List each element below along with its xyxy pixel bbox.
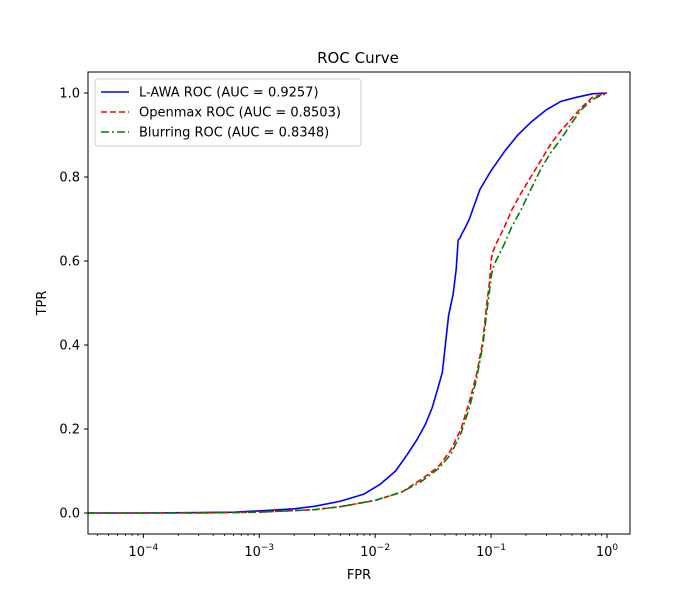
legend: L-AWA ROC (AUC = 0.9257) Openmax ROC (AUC… [94, 78, 362, 147]
x-axis-label: FPR [347, 568, 371, 583]
x-tick-label: 10−2 [360, 543, 390, 560]
legend-label-1: L-AWA ROC (AUC = 0.9257) [139, 86, 319, 101]
x-tick-label: 100 [596, 543, 619, 560]
y-tick-label: 1.0 [59, 87, 80, 102]
x-tick-label: 10−3 [244, 543, 274, 560]
y-axis-label: TPR [35, 291, 50, 317]
x-axis-ticks: 10−4 10−3 10−2 10−1 100 [96, 534, 619, 560]
y-tick-label: 0.2 [59, 423, 80, 438]
legend-label-2: Openmax ROC (AUC = 0.8503) [139, 106, 341, 121]
chart-title: ROC Curve [317, 49, 399, 67]
x-tick-label: 10−1 [476, 543, 506, 560]
plot-area [88, 72, 630, 534]
series-layer [88, 92, 608, 514]
y-tick-label: 0.6 [59, 255, 80, 270]
y-axis-ticks: 0.0 0.2 0.4 0.6 0.8 1.0 [59, 87, 88, 522]
legend-label-3: Blurring ROC (AUC = 0.8348) [139, 126, 329, 141]
series-line-1 [88, 92, 608, 514]
y-tick-label: 0.4 [59, 339, 80, 354]
y-tick-label: 0.0 [59, 507, 80, 522]
plot-frame [87, 71, 631, 535]
series-line-3 [88, 92, 608, 514]
y-tick-label: 0.8 [59, 171, 80, 186]
legend-box [94, 78, 362, 147]
x-tick-label: 10−4 [128, 543, 158, 560]
